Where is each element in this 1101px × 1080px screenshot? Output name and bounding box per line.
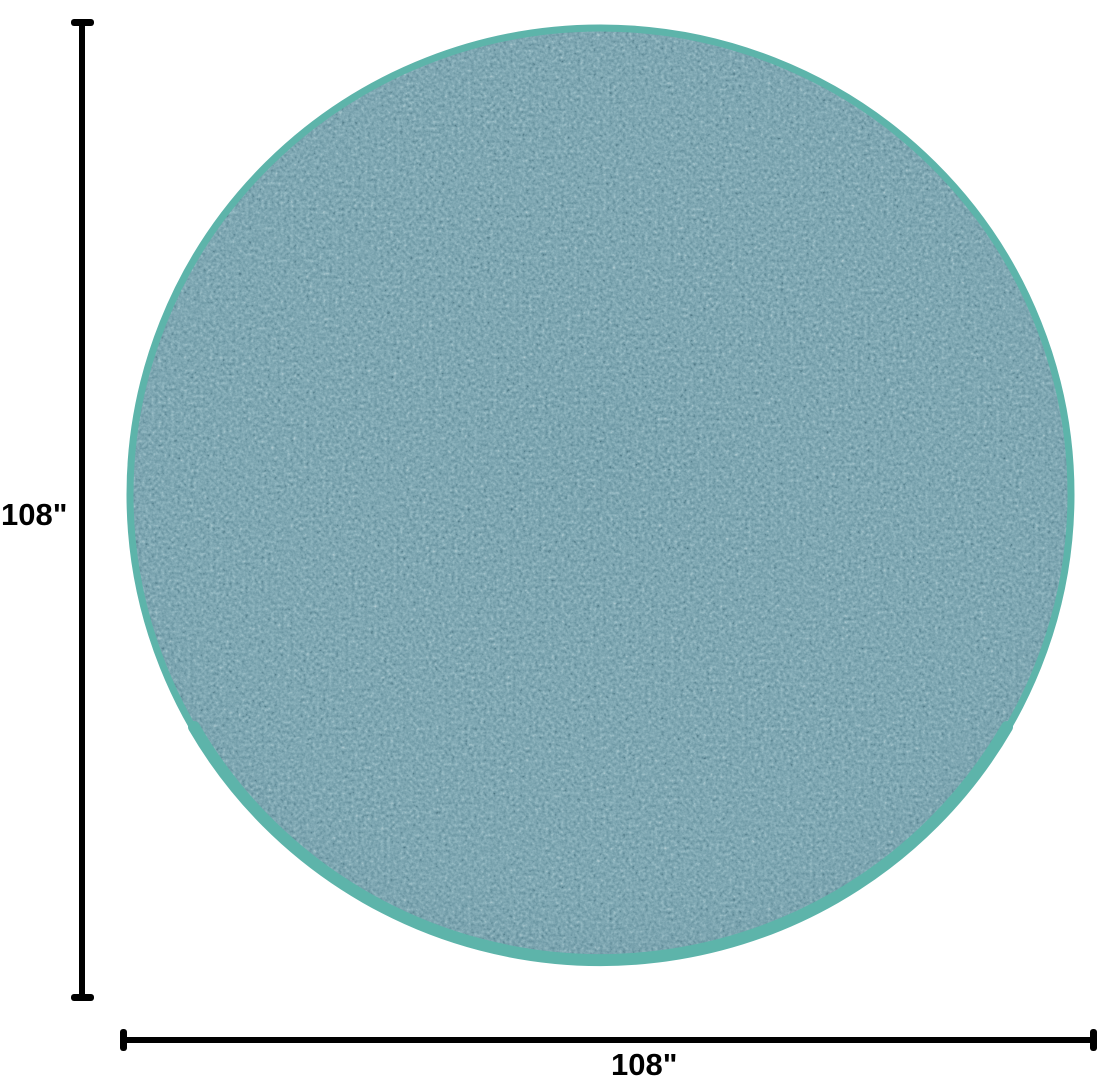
round-rug-image — [126, 24, 1075, 966]
horizontal-dimension-right-cap — [1090, 1029, 1097, 1051]
rug-binding-bottom-edge — [188, 721, 1013, 966]
vertical-dimension-top-cap — [71, 19, 94, 26]
vertical-dimension-bottom-cap — [71, 994, 94, 1001]
height-dimension-label: 108" — [1, 497, 68, 532]
horizontal-dimension-line — [123, 1037, 1097, 1043]
width-dimension-label: 108" — [611, 1047, 678, 1080]
vertical-dimension-line — [79, 22, 85, 998]
horizontal-dimension-left-cap — [120, 1029, 127, 1051]
rug-pile-texture — [127, 25, 1074, 964]
